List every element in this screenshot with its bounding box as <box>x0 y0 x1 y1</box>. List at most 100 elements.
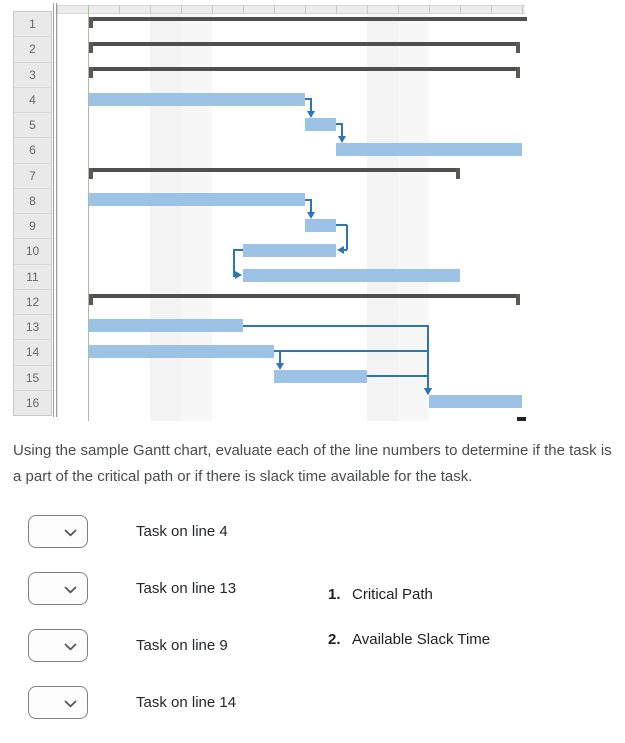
row-number: 8 <box>14 189 51 214</box>
link-arrow <box>275 362 284 370</box>
answer-select-4[interactable] <box>28 686 88 719</box>
link-arrow <box>306 211 315 219</box>
option-label: Available Slack Time <box>352 631 491 648</box>
timescale-tick <box>181 5 182 14</box>
summary-bar <box>88 168 460 172</box>
task-bar <box>429 395 522 408</box>
summary-bar <box>88 294 521 298</box>
link-arrow <box>423 388 432 395</box>
option-label: Critical Path <box>352 586 433 603</box>
answer-row: Task on line 9 <box>28 629 236 662</box>
task-label: Task on line 13 <box>136 580 237 597</box>
timescale-tick <box>398 5 399 14</box>
task-bar <box>88 193 305 207</box>
chart-left-border <box>57 14 58 421</box>
link-line <box>346 225 348 251</box>
weekend-stripe <box>150 14 181 421</box>
link-line <box>233 249 243 252</box>
answer-select-2[interactable] <box>28 572 88 605</box>
answer-row: Task on line 14 <box>28 686 236 719</box>
timescale-tick <box>57 5 58 14</box>
timescale-tick <box>491 5 492 14</box>
link-line <box>243 324 429 327</box>
option-item: 1. Critical Path <box>328 586 490 603</box>
row-number: 15 <box>14 366 51 391</box>
table-chart-splitter <box>53 3 57 417</box>
summary-bar-cap <box>515 42 521 54</box>
timescale-header <box>57 5 525 14</box>
row-number: 12 <box>14 290 51 315</box>
timescale-tick <box>243 5 244 14</box>
link-arrow <box>337 245 344 254</box>
row-number: 6 <box>14 138 51 164</box>
link-line <box>367 375 429 378</box>
weekend-stripe <box>367 14 398 421</box>
timescale-tick <box>212 5 213 14</box>
answer-list: Task on line 4 Task on line 13 Task on lin… <box>28 515 236 743</box>
chevron-down-icon <box>64 643 77 651</box>
weekend-stripe <box>181 14 212 421</box>
chevron-down-icon <box>64 700 77 708</box>
task-bar <box>274 369 367 383</box>
summary-bar-cap <box>88 67 93 79</box>
option-item: 2. Available Slack Time <box>328 631 490 648</box>
task-bar <box>243 269 460 282</box>
timescale-tick <box>522 5 523 14</box>
row-number-column: 1 2 3 4 5 6 7 8 9 10 11 12 13 14 15 16 <box>13 11 52 416</box>
row-number: 11 <box>14 265 51 290</box>
task-label: Task on line 14 <box>136 694 237 711</box>
row-number: 1 <box>14 12 51 38</box>
row-number: 2 <box>14 37 51 63</box>
timescale-tick <box>367 5 368 14</box>
task-bar <box>243 243 336 257</box>
link-line <box>336 224 347 227</box>
link-line <box>233 250 235 276</box>
row-number: 10 <box>14 239 51 265</box>
link-line <box>341 124 343 137</box>
link-line <box>305 198 312 201</box>
option-list: 1. Critical Path 2. Available Slack Time <box>328 586 490 676</box>
link-arrow <box>235 271 242 279</box>
weekend-stripe <box>398 14 429 421</box>
summary-bar-cap <box>455 168 460 180</box>
link-line <box>310 99 312 112</box>
row-number: 9 <box>14 214 51 240</box>
link-line <box>274 350 429 353</box>
link-arrow <box>306 110 315 118</box>
option-number: 1. <box>328 586 341 603</box>
row-number: 4 <box>14 88 51 113</box>
timescale-tick <box>119 5 120 14</box>
timescale-tick <box>274 5 275 14</box>
link-line <box>305 98 312 101</box>
summary-bar-cap <box>88 42 93 54</box>
task-bar <box>88 92 305 106</box>
link-line <box>336 123 343 126</box>
summary-bar <box>88 17 527 21</box>
row-number: 16 <box>25 395 40 410</box>
task-label: Task on line 9 <box>136 637 228 654</box>
task-label: Task on line 4 <box>136 523 228 540</box>
timescale-tick <box>429 5 430 14</box>
summary-bar-cap <box>515 67 521 79</box>
timescale-tick <box>460 5 461 14</box>
link-line <box>427 376 429 389</box>
link-line <box>427 351 429 389</box>
task-bar <box>305 117 336 131</box>
timescale-tick <box>305 5 306 14</box>
task-bar <box>88 319 243 333</box>
answer-select-3[interactable] <box>28 629 88 662</box>
link-arrow <box>337 136 346 143</box>
answer-select-1[interactable] <box>28 515 88 548</box>
row-number: 5 <box>14 113 51 139</box>
link-line <box>310 199 312 213</box>
summary-bar <box>88 42 521 46</box>
row-number: 3 <box>14 63 51 88</box>
chevron-down-icon <box>64 586 77 594</box>
project-start-line <box>87 5 89 421</box>
timescale-tick <box>336 5 337 14</box>
row-number: 13 <box>14 315 51 341</box>
summary-bar <box>88 67 521 71</box>
chevron-down-icon <box>64 529 77 537</box>
task-bar <box>88 344 274 358</box>
summary-bar-cap <box>515 294 521 306</box>
